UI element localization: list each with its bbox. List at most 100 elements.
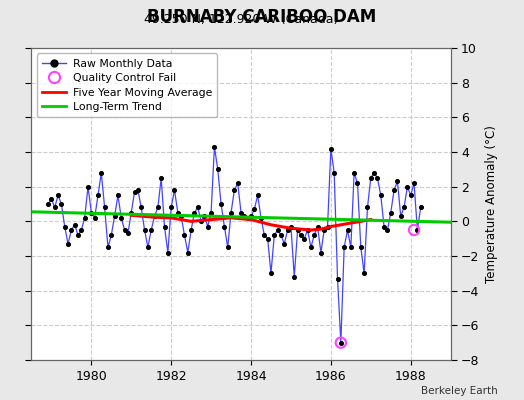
Point	[333, 275, 342, 282]
Point	[137, 204, 146, 211]
Point	[237, 210, 245, 216]
Point	[71, 222, 79, 228]
Point	[367, 175, 375, 181]
Point	[160, 223, 169, 230]
Point	[320, 227, 329, 233]
Point	[377, 192, 385, 198]
Point	[77, 227, 85, 233]
Point	[347, 244, 355, 250]
Point	[360, 270, 368, 276]
Point	[183, 249, 192, 256]
Point	[64, 241, 72, 247]
Point	[293, 227, 302, 233]
Point	[290, 274, 299, 280]
Point	[393, 178, 401, 185]
Point	[214, 166, 222, 172]
Point	[170, 187, 179, 193]
Point	[407, 192, 415, 198]
Point	[280, 241, 289, 247]
Point	[190, 210, 199, 216]
Point	[101, 204, 109, 211]
Point	[177, 213, 185, 219]
Point	[167, 204, 176, 211]
Point	[390, 187, 398, 193]
Point	[144, 244, 152, 250]
Point	[357, 244, 365, 250]
Y-axis label: Temperature Anomaly (°C): Temperature Anomaly (°C)	[485, 125, 498, 283]
Point	[264, 236, 272, 242]
Point	[140, 227, 149, 233]
Point	[403, 184, 411, 190]
Point	[330, 170, 339, 176]
Point	[121, 227, 129, 233]
Point	[227, 210, 235, 216]
Legend: Raw Monthly Data, Quality Control Fail, Five Year Moving Average, Long-Term Tren: Raw Monthly Data, Quality Control Fail, …	[37, 54, 217, 117]
Point	[410, 180, 418, 186]
Point	[57, 201, 66, 207]
Point	[254, 192, 262, 198]
Point	[336, 340, 345, 346]
Point	[277, 232, 285, 238]
Point	[84, 184, 92, 190]
Point	[193, 204, 202, 211]
Point	[197, 218, 205, 224]
Point	[257, 215, 265, 221]
Point	[154, 204, 162, 211]
Point	[124, 230, 132, 237]
Point	[350, 170, 358, 176]
Point	[217, 201, 225, 207]
Point	[410, 227, 418, 233]
Point	[130, 189, 139, 195]
Point	[313, 223, 322, 230]
Text: BURNABY CARIBOO DAM: BURNABY CARIBOO DAM	[147, 8, 377, 26]
Text: Berkeley Earth: Berkeley Earth	[421, 386, 498, 396]
Point	[270, 232, 278, 238]
Point	[147, 227, 156, 233]
Point	[97, 170, 105, 176]
Title: 49.250 N, 122.920 W (Canada): 49.250 N, 122.920 W (Canada)	[144, 13, 338, 26]
Point	[67, 227, 75, 233]
Point	[104, 244, 112, 250]
Point	[353, 180, 362, 186]
Point	[210, 144, 219, 150]
Point	[387, 210, 395, 216]
Point	[50, 204, 59, 211]
Point	[336, 340, 345, 346]
Point	[244, 215, 252, 221]
Point	[400, 204, 408, 211]
Point	[207, 210, 215, 216]
Point	[91, 215, 99, 221]
Point	[127, 210, 135, 216]
Point	[307, 244, 315, 250]
Point	[297, 232, 305, 238]
Point	[397, 213, 405, 219]
Point	[300, 236, 309, 242]
Point	[204, 223, 212, 230]
Point	[323, 223, 332, 230]
Point	[316, 249, 325, 256]
Point	[111, 213, 119, 219]
Point	[230, 187, 238, 193]
Point	[60, 223, 69, 230]
Point	[247, 213, 255, 219]
Point	[150, 213, 159, 219]
Point	[343, 227, 352, 233]
Point	[260, 232, 268, 238]
Point	[363, 204, 372, 211]
Point	[380, 223, 388, 230]
Point	[283, 227, 292, 233]
Point	[134, 187, 142, 193]
Point	[94, 192, 102, 198]
Point	[240, 213, 248, 219]
Point	[287, 223, 295, 230]
Point	[157, 175, 166, 181]
Point	[107, 232, 115, 238]
Point	[74, 232, 82, 238]
Point	[370, 170, 378, 176]
Point	[173, 210, 182, 216]
Point	[117, 215, 125, 221]
Point	[200, 213, 209, 219]
Point	[180, 232, 189, 238]
Point	[413, 227, 422, 233]
Point	[187, 227, 195, 233]
